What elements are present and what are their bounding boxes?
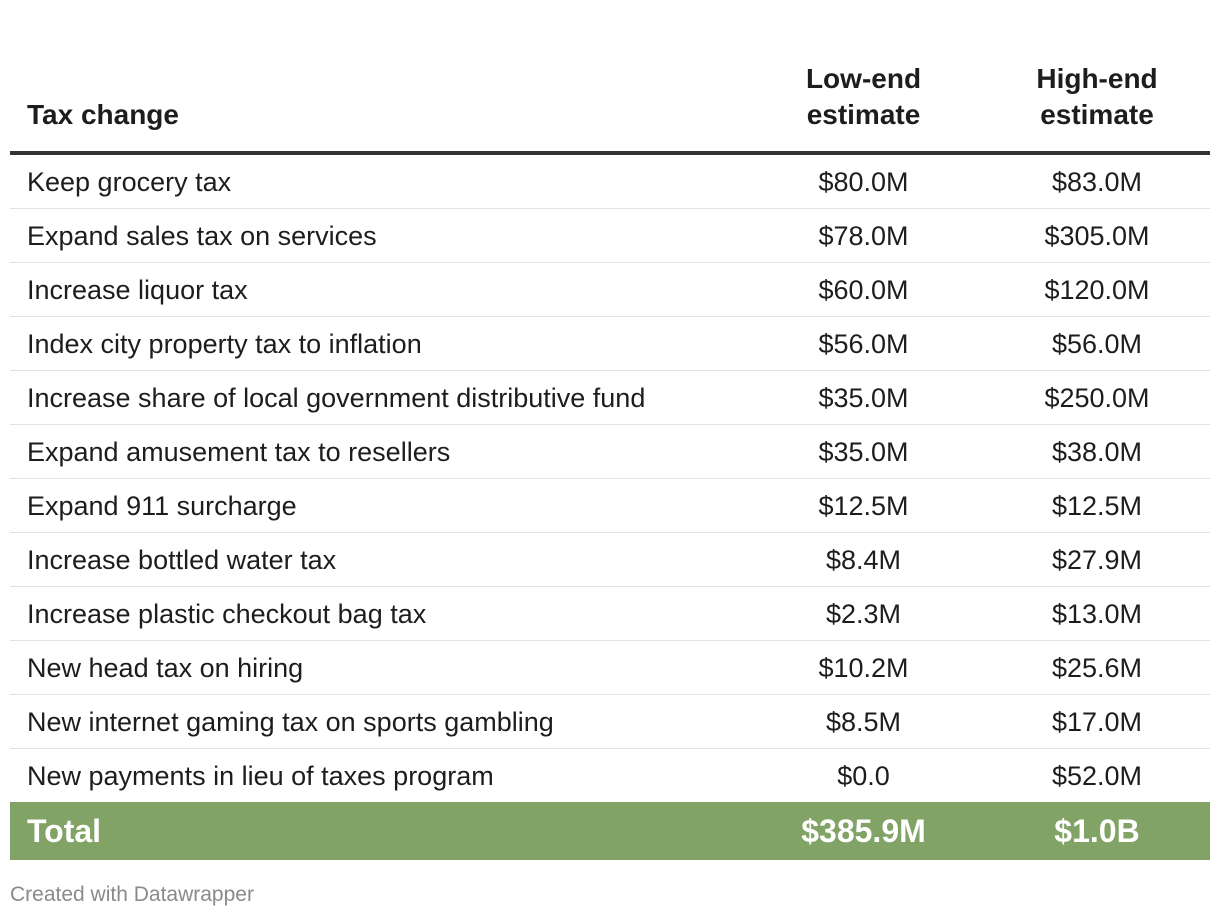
high-estimate-cell: $27.9M [984,532,1210,587]
tax-change-cell: Expand 911 surcharge [10,478,743,533]
high-estimate-cell: $120.0M [984,262,1210,317]
low-estimate-cell: $60.0M [743,262,984,317]
table-header: Tax change Low-end estimate High-end est… [10,0,1210,155]
table-row: Increase liquor tax $60.0M $120.0M [10,262,1210,317]
table-row: New payments in lieu of taxes program $0.… [10,749,1210,803]
low-estimate-cell: $35.0M [743,424,984,479]
low-estimate-cell: $8.4M [743,532,984,587]
low-estimate-cell: $56.0M [743,316,984,371]
high-estimate-cell: $38.0M [984,424,1210,479]
table-body: Keep grocery tax $80.0M $83.0M Expand sales… [10,153,1210,802]
high-estimate-cell: $56.0M [984,316,1210,371]
tax-change-cell: New payments in lieu of taxes program [27,760,494,791]
table-row: Increase share of local government distr… [10,370,1210,425]
tax-estimates-table: Tax change Low-end estimate High-end est… [10,0,1210,860]
high-estimate-cell: $17.0M [984,694,1210,749]
table-row: New head tax on hiring $10.2M $25.6M [10,640,1210,695]
table-row: Index city property tax to inflation $56.… [10,316,1210,371]
tax-change-cell: Expand sales tax on services [10,208,743,263]
tax-change-cell: Increase plastic checkout bag tax [10,586,743,641]
table-row: Keep grocery tax $80.0M $83.0M [10,153,1210,209]
column-header-low-line2: estimate [806,99,921,130]
low-estimate-cell: $12.5M [743,478,984,533]
total-label: Total [10,802,743,860]
column-header-low-line1: Low-end [805,63,922,94]
total-row: Total $385.9M $1.0B [10,802,1210,860]
low-estimate-cell: $2.3M [743,586,984,641]
table-row: Increase plastic checkout bag tax $2.3M $1… [10,586,1210,641]
high-estimate-cell: $52.0M [1051,760,1143,791]
low-estimate-cell: $0.0 [837,760,890,791]
table-row: New internet gaming tax on sports gambli… [10,694,1210,749]
table-row: Expand 911 surcharge $12.5M $12.5M [10,478,1210,533]
high-estimate-cell: $12.5M [984,478,1210,533]
low-estimate-cell: $10.2M [743,640,984,695]
total-high-value: $1.0B [984,802,1210,860]
tax-change-cell: Index city property tax to inflation [10,316,743,371]
table-row: Expand amusement tax to resellers $35.0M $… [10,424,1210,479]
header-row: Tax change Low-end estimate High-end est… [10,0,1210,155]
tax-change-cell: New head tax on hiring [10,640,743,695]
table-footer: Total $385.9M $1.0B [10,802,1210,860]
low-estimate-cell: $8.5M [743,694,984,749]
total-low-value: $385.9M [743,802,984,860]
low-estimate-cell: $78.0M [743,208,984,263]
table-row: Expand sales tax on services $78.0M $305.0… [10,208,1210,263]
high-estimate-cell: $13.0M [984,586,1210,641]
column-header-high-end-estimate[interactable]: High-end estimate [984,0,1210,155]
column-header-tax-change[interactable]: Tax change [10,0,743,155]
high-estimate-cell: $25.6M [984,640,1210,695]
tax-estimates-table-container: Tax change Low-end estimate High-end est… [10,0,1210,860]
tax-change-cell: New internet gaming tax on sports gambli… [10,694,743,749]
column-header-high-line2: estimate [1040,99,1154,130]
tax-change-cell: Increase liquor tax [10,262,743,317]
column-header-low-end-estimate[interactable]: Low-end estimate [743,0,984,155]
table-row: Increase bottled water tax $8.4M $27.9M [10,532,1210,587]
column-header-high-line1: High-end [1036,63,1158,94]
datawrapper-credit: Created with Datawrapper [10,883,254,906]
tax-change-cell: Increase share of local government distr… [10,370,743,425]
high-estimate-cell: $83.0M [984,153,1210,209]
high-estimate-cell: $250.0M [984,370,1210,425]
tax-change-cell: Keep grocery tax [10,153,743,209]
tax-change-cell: Expand amusement tax to resellers [10,424,743,479]
high-estimate-cell: $305.0M [984,208,1210,263]
column-header-tax-change-label: Tax change [27,99,179,130]
low-estimate-cell: $35.0M [743,370,984,425]
tax-change-cell: Increase bottled water tax [10,532,743,587]
low-estimate-cell: $80.0M [743,153,984,209]
